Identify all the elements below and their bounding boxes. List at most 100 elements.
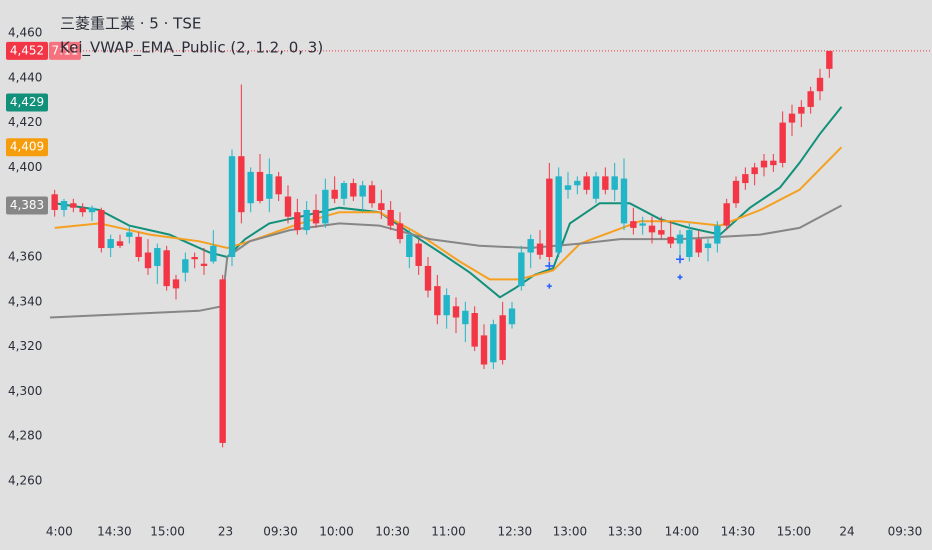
candle-body — [200, 263, 208, 266]
candle-body — [826, 50, 833, 69]
candle-body — [163, 250, 170, 287]
countdown-label: 7:11 — [52, 43, 79, 57]
x-tick-label: 24 — [839, 525, 854, 539]
candle-body — [462, 310, 469, 325]
candle-body — [714, 225, 721, 244]
price-tag-label: 4,452 — [10, 43, 44, 57]
x-tick-label: 10:30 — [375, 525, 410, 539]
x-tick-label: 11:00 — [431, 525, 466, 539]
price-tag — [6, 196, 48, 215]
candle-body — [424, 265, 432, 291]
candle-body — [116, 241, 124, 246]
x-tick-label: 15:00 — [150, 525, 185, 539]
candle-body — [275, 176, 282, 195]
candle-body — [51, 194, 58, 210]
y-tick-label: 4,300 — [8, 384, 42, 398]
candle-body — [70, 203, 77, 208]
candle-body — [350, 183, 357, 197]
chart-title: 三菱重工業 · 5 · TSE — [60, 15, 201, 33]
candle-body — [620, 178, 628, 224]
candle-body — [555, 176, 562, 253]
y-tick-label: 4,400 — [8, 160, 42, 174]
candle-body — [340, 183, 348, 199]
x-tick-label: 14:30 — [721, 525, 756, 539]
x-tick-label: 09:30 — [263, 525, 298, 539]
candle-body — [490, 324, 497, 363]
candle-body — [387, 209, 394, 226]
candle-body — [154, 248, 161, 266]
candle-body — [452, 306, 460, 318]
candle-body — [256, 171, 264, 201]
x-tick-label: 15:00 — [777, 525, 812, 539]
candle-body — [238, 156, 245, 213]
candle-body — [676, 234, 684, 244]
candle-body — [406, 234, 413, 257]
candle-body — [583, 176, 590, 190]
x-tick-label: 4:00 — [46, 525, 73, 539]
signal-marker — [677, 274, 683, 280]
candle-body — [527, 239, 534, 253]
candle-body — [126, 232, 133, 237]
y-tick-label: 4,420 — [8, 115, 42, 129]
candle-body — [564, 185, 572, 190]
candle-body — [135, 236, 142, 257]
price-tag-label: 4,409 — [10, 140, 44, 154]
candle-body — [60, 201, 68, 210]
x-tick-label: 10:00 — [319, 525, 354, 539]
candle-body — [667, 236, 674, 244]
axes: 4,260 4,280 4,300 4,320 4,340 4,360 4,400 4,420… — [6, 26, 922, 539]
x-tick-label: 14:00 — [665, 525, 700, 539]
candle-body — [88, 207, 96, 213]
candle-body — [648, 225, 656, 233]
candle-body — [219, 279, 226, 443]
countdown-tag — [49, 41, 81, 60]
candle-body — [303, 209, 310, 231]
candle-body — [760, 160, 768, 168]
candle-body — [191, 257, 198, 260]
candle-body — [798, 106, 805, 114]
candle-body — [536, 243, 544, 255]
candle-body — [144, 252, 152, 269]
x-tick-label: 09:30 — [888, 525, 923, 539]
candle-body — [312, 209, 320, 224]
candle-body — [172, 279, 180, 289]
candle-body — [480, 335, 488, 365]
candle-body — [742, 174, 749, 184]
y-tick-label: 4,280 — [8, 429, 42, 443]
x-tick-label: 12:30 — [498, 525, 533, 539]
candle-body — [415, 243, 422, 266]
price-tag — [6, 93, 48, 112]
y-tick-label: 4,320 — [8, 339, 42, 353]
y-tick-label: 4,340 — [8, 294, 42, 308]
indicator-line — [54, 106, 843, 299]
candle-body — [368, 185, 376, 204]
candle-body — [499, 315, 506, 361]
candle-body — [98, 209, 105, 249]
signal-marker — [545, 261, 554, 270]
price-tag — [6, 41, 48, 60]
y-tick-label: 4,360 — [8, 250, 42, 264]
candle-body — [788, 113, 796, 123]
x-tick-label: 23 — [218, 525, 233, 539]
candle-body — [704, 243, 712, 249]
candle-body — [284, 196, 292, 217]
candle-body — [322, 189, 329, 224]
candle-body — [816, 77, 824, 92]
candle-body — [378, 203, 385, 210]
candle-body — [443, 295, 450, 316]
candle-body — [807, 91, 814, 107]
x-tick-label: 14:30 — [97, 525, 132, 539]
candle-body — [770, 160, 777, 166]
candle-body — [434, 286, 441, 316]
candle-body — [359, 185, 366, 197]
candle-body — [79, 207, 86, 213]
y-tick-label: 4,260 — [8, 474, 42, 488]
candle-body — [611, 176, 618, 190]
price-tag — [6, 138, 48, 157]
price-tag-label: 4,383 — [10, 198, 44, 212]
candle-body — [396, 223, 404, 240]
candle-body — [518, 252, 525, 287]
